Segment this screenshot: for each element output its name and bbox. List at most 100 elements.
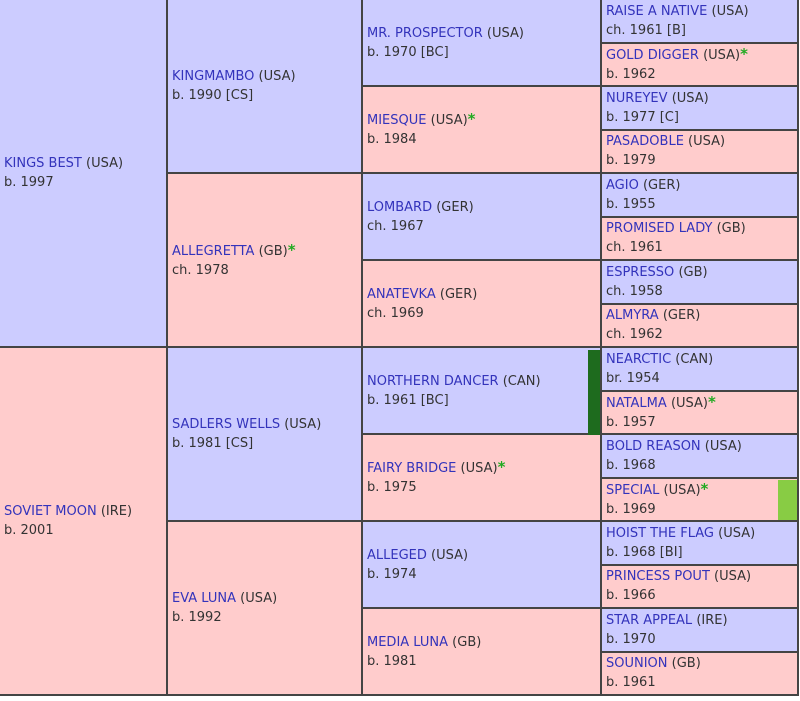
- horse-name[interactable]: EVA LUNA: [172, 591, 237, 606]
- horse-cell: ANATEVKA (GER) ch. 1969: [363, 261, 602, 348]
- born: b. 1990 [CS]: [172, 88, 254, 103]
- horse-name[interactable]: PRINCESS POUT: [606, 569, 710, 585]
- country: (USA): [431, 547, 469, 563]
- horse-name[interactable]: MEDIA LUNA: [367, 634, 449, 650]
- name-line: KINGS BEST (USA): [4, 154, 166, 173]
- name-line: NUREYEV (USA): [606, 89, 797, 108]
- born: b. 1992: [172, 610, 222, 625]
- country: (GER): [662, 308, 701, 324]
- horse-name[interactable]: ALLEGRETTA: [172, 243, 255, 259]
- country: (USA): [670, 395, 708, 411]
- horse-name[interactable]: ANATEVKA: [367, 286, 436, 302]
- horse-name[interactable]: NATALMA: [606, 395, 667, 411]
- country: (CAN): [675, 351, 714, 367]
- born: b. 1968 [BI]: [606, 544, 683, 560]
- horse-name[interactable]: KINGMAMBO: [172, 69, 255, 84]
- name-line: EVA LUNA (USA): [172, 589, 361, 608]
- horse-name[interactable]: SOVIET MOON: [4, 504, 97, 519]
- born: b. 1962: [606, 66, 656, 82]
- horse-name[interactable]: ALLEGED: [367, 547, 427, 563]
- horse-name[interactable]: PASADOBLE: [606, 134, 684, 150]
- horse-cell: SOUNION (GB) b. 1961: [602, 652, 799, 696]
- horse-name[interactable]: SADLERS WELLS: [172, 417, 281, 432]
- name-line: ANATEVKA (GER): [367, 285, 600, 304]
- name-line: NORTHERN DANCER (CAN): [367, 372, 600, 391]
- horse-name[interactable]: HOIST THE FLAG: [606, 525, 714, 541]
- horse-cell: AGIO (GER) b. 1955: [602, 174, 799, 218]
- name-line: GOLD DIGGER (USA)*: [606, 45, 797, 65]
- horse-name[interactable]: NORTHERN DANCER: [367, 373, 499, 389]
- country: (USA): [714, 569, 752, 585]
- horse-name[interactable]: BOLD REASON: [606, 438, 701, 454]
- name-line: FAIRY BRIDGE (USA)*: [367, 458, 600, 478]
- born: ch. 1978: [172, 262, 229, 278]
- name-line: PROMISED LADY (GB): [606, 219, 797, 238]
- name-line: AGIO (GER): [606, 176, 797, 195]
- horse-name[interactable]: GOLD DIGGER: [606, 47, 699, 63]
- country: (USA): [486, 25, 524, 41]
- name-line: HOIST THE FLAG (USA): [606, 524, 797, 543]
- horse-name[interactable]: SOUNION: [606, 656, 668, 672]
- name-line: ALLEGRETTA (GB)*: [172, 241, 361, 261]
- country: (USA): [718, 525, 756, 541]
- name-line: ESPRESSO (GB): [606, 263, 797, 282]
- star-marker: *: [740, 44, 748, 63]
- horse-name[interactable]: FAIRY BRIDGE: [367, 461, 457, 476]
- inbreeding-bar: [778, 480, 797, 520]
- horse-cell: NUREYEV (USA) b. 1977 [C]: [602, 87, 799, 131]
- born: ch. 1962: [606, 327, 663, 343]
- horse-cell: HOIST THE FLAG (USA) b. 1968 [BI]: [602, 522, 799, 566]
- born: ch. 1969: [367, 305, 424, 321]
- inbreeding-bar: [588, 350, 600, 435]
- born: b. 1969: [606, 501, 656, 517]
- horse-cell: MIESQUE (USA)* b. 1984: [363, 87, 602, 174]
- name-line: KINGMAMBO (USA): [172, 67, 361, 86]
- born: b. 1977 [C]: [606, 109, 679, 125]
- horse-name[interactable]: SPECIAL: [606, 482, 660, 498]
- name-line: SOVIET MOON (IRE): [4, 502, 166, 521]
- horse-name[interactable]: STAR APPEAL: [606, 612, 693, 628]
- horse-name[interactable]: MIESQUE: [367, 113, 427, 128]
- horse-cell: LOMBARD (GER) ch. 1967: [363, 174, 602, 261]
- country: (GB): [678, 264, 708, 280]
- born: b. 1970 [BC]: [367, 44, 449, 60]
- star-marker: *: [467, 110, 476, 128]
- name-line: ALMYRA (GER): [606, 306, 797, 325]
- name-line: RAISE A NATIVE (USA): [606, 2, 797, 21]
- horse-name[interactable]: ESPRESSO: [606, 264, 675, 280]
- horse-name[interactable]: LOMBARD: [367, 199, 433, 215]
- country: (USA): [240, 591, 278, 606]
- born: ch. 1958: [606, 283, 663, 299]
- name-line: PASADOBLE (USA): [606, 132, 797, 151]
- name-line: MEDIA LUNA (GB): [367, 633, 600, 652]
- name-line: SPECIAL (USA)*: [606, 480, 797, 500]
- horse-cell: MEDIA LUNA (GB) b. 1981: [363, 609, 602, 696]
- horse-cell: GOLD DIGGER (USA)* b. 1962: [602, 43, 799, 87]
- name-line: MR. PROSPECTOR (USA): [367, 24, 600, 43]
- horse-name[interactable]: PROMISED LADY: [606, 221, 713, 237]
- born: b. 1981 [CS]: [172, 436, 254, 451]
- horse-name[interactable]: AGIO: [606, 177, 639, 193]
- horse-name[interactable]: MR. PROSPECTOR: [367, 25, 483, 41]
- star-marker: *: [497, 458, 506, 476]
- horse-cell: ALLEGRETTA (GB)* ch. 1978: [168, 174, 363, 348]
- name-line: NATALMA (USA)*: [606, 393, 797, 413]
- horse-name[interactable]: RAISE A NATIVE: [606, 3, 708, 19]
- horse-cell: ALLEGED (USA) b. 1974: [363, 522, 602, 609]
- horse-cell: EVA LUNA (USA) b. 1992: [168, 522, 363, 696]
- country: (USA): [430, 113, 468, 128]
- name-line: STAR APPEAL (IRE): [606, 611, 797, 630]
- born: b. 1975: [367, 480, 417, 495]
- horse-name[interactable]: KINGS BEST: [4, 156, 82, 171]
- country: (GB): [452, 634, 482, 650]
- horse-name[interactable]: ALMYRA: [606, 308, 659, 324]
- born: br. 1954: [606, 370, 660, 386]
- horse-cell: NATALMA (USA)* b. 1957: [602, 391, 799, 435]
- country: (USA): [86, 156, 124, 171]
- horse-cell: PROMISED LADY (GB) ch. 1961: [602, 217, 799, 261]
- horse-name[interactable]: NUREYEV: [606, 90, 668, 106]
- horse-cell: FAIRY BRIDGE (USA)* b. 1975: [363, 435, 602, 522]
- star-marker: *: [700, 479, 709, 498]
- horse-name[interactable]: NEARCTIC: [606, 351, 672, 367]
- country: (USA): [284, 417, 322, 432]
